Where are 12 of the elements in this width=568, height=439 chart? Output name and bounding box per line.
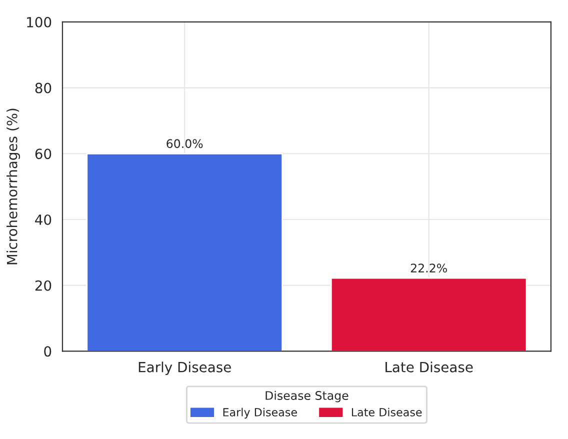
legend-title: Disease Stage [266, 390, 348, 402]
y-tick-label: 0 [44, 346, 52, 357]
y-axis-title: Microhemorrhages (%) [6, 108, 20, 264]
y-tick-label: 100 [27, 16, 52, 28]
y-tick-label: 40 [35, 214, 52, 225]
legend-label: Early Disease [223, 408, 297, 419]
y-tick-label: 20 [35, 280, 52, 291]
text: 22.2% [410, 264, 447, 273]
y-tick-label: 60 [35, 148, 52, 160]
legend-label: Late Disease [352, 408, 422, 416]
text: 60.0% [166, 139, 203, 148]
y-tick-label: 80 [35, 82, 52, 94]
